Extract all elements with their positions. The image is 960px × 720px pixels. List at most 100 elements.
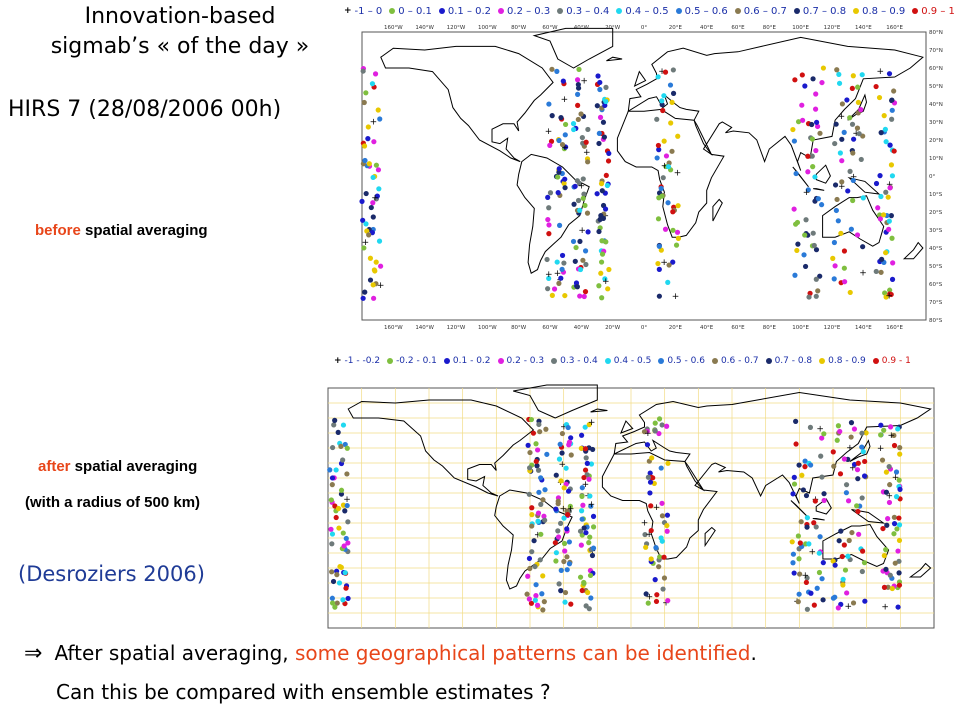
map2-observation-dot xyxy=(798,519,804,525)
map2-observation-dot xyxy=(795,599,801,605)
map1-observation-dot xyxy=(368,204,374,211)
map1-observation-dot xyxy=(602,276,608,282)
map1-lat-tick: 10°S xyxy=(929,192,943,198)
map1-observation-dot xyxy=(817,273,823,279)
map1-observation-dot xyxy=(665,200,671,206)
map1-observation-dot xyxy=(810,164,816,170)
map2-observation-dot xyxy=(796,556,802,562)
map1-observation-dot xyxy=(888,213,894,219)
map2-observation-dot xyxy=(802,458,808,464)
map2-observation-dot xyxy=(582,467,589,473)
map1-plus-marker: + xyxy=(885,291,893,301)
map1-observation-dot xyxy=(802,232,808,238)
map2-coastline xyxy=(619,420,634,434)
plus-marker-icon: + xyxy=(344,6,352,16)
legend-item: 0.4 - 0.5 xyxy=(604,356,651,366)
map1-observation-dot xyxy=(675,235,682,241)
map2-observation-dot xyxy=(529,505,535,511)
map1-observation-dot xyxy=(809,136,815,142)
map1-observation-dot xyxy=(656,266,662,272)
map1-observation-dot xyxy=(576,66,582,72)
map1-observation-dot xyxy=(886,226,892,232)
map1-observation-dot xyxy=(378,263,384,269)
map2-observation-dot xyxy=(816,569,823,576)
map2-observation-dot xyxy=(845,498,852,504)
map1-observation-dot xyxy=(365,124,371,130)
map1-observation-dot xyxy=(575,81,581,88)
map1-observation-dot xyxy=(606,150,612,157)
map2-observation-dot xyxy=(831,463,837,469)
map1-observation-dot xyxy=(889,276,896,282)
map1-coastline xyxy=(822,195,885,247)
map1-observation-dot xyxy=(856,131,862,137)
reference: (Desroziers 2006) xyxy=(18,562,205,586)
map1-observation-dot xyxy=(815,123,821,130)
map1-observation-dot xyxy=(580,176,586,182)
map1-observation-dot xyxy=(359,198,365,204)
map2-observation-dot xyxy=(578,542,584,548)
map1-observation-dot xyxy=(806,294,812,300)
map1-lat-tick: 50°S xyxy=(929,264,943,270)
map1-observation-dot xyxy=(584,210,591,216)
map1-coastline xyxy=(606,56,623,62)
map2-observation-dot xyxy=(590,513,597,519)
map2-observation-dot xyxy=(862,458,868,465)
map1-observation-dot xyxy=(803,217,809,223)
map1-lat-tick: 40°N xyxy=(929,102,943,108)
map1-observation-dot xyxy=(845,188,851,194)
map2-observation-dot xyxy=(894,526,900,532)
map2-observation-dot xyxy=(896,515,902,521)
map1-lat-tick: 60°S xyxy=(929,282,943,288)
map2-plus-marker: + xyxy=(892,473,900,483)
map2-observation-dot xyxy=(564,526,570,532)
dot-marker-icon xyxy=(711,358,718,364)
map1-lon-tick-top: 120°W xyxy=(447,25,466,31)
map2-observation-dot xyxy=(530,430,537,436)
map1-plus-marker: + xyxy=(661,162,669,172)
map2-observation-dot xyxy=(647,470,653,476)
map2-observation-dot xyxy=(839,553,845,560)
map2-observation-dot xyxy=(812,498,818,504)
map1-observation-dot xyxy=(888,162,895,168)
map2-observation-dot xyxy=(345,540,351,546)
map2-observation-dot xyxy=(808,590,814,596)
map1-observation-dot xyxy=(547,190,554,196)
map1-observation-dot xyxy=(885,194,891,200)
map1-observation-dot xyxy=(546,101,552,107)
map2-observation-dot xyxy=(816,550,822,556)
map1-observation-dot xyxy=(669,99,675,105)
map1-observation-dot xyxy=(546,275,552,282)
map1-lon-tick-top: 140°W xyxy=(415,25,434,31)
map1-observation-dot xyxy=(555,190,561,196)
map1-observation-dot xyxy=(360,217,366,223)
map1-observation-dot xyxy=(847,115,853,121)
map1-observation-dot xyxy=(577,238,583,245)
map1-observation-dot xyxy=(603,172,609,179)
map1-observation-dot xyxy=(839,101,846,107)
map2-plus-marker: + xyxy=(662,599,670,609)
map1-observation-dot xyxy=(809,121,815,128)
map2-observation-dot xyxy=(556,581,562,587)
map1-lon-tick-top: 20°W xyxy=(605,25,621,31)
map1-observation-dot xyxy=(793,221,799,227)
map2-observation-dot xyxy=(332,417,338,423)
map2-observation-dot xyxy=(656,430,662,437)
map2-observation-dot xyxy=(533,593,539,599)
map1-observation-dot xyxy=(362,289,368,295)
map1-observation-dot xyxy=(814,119,820,125)
map1-observation-dot xyxy=(658,247,664,253)
map2-observation-dot xyxy=(797,571,803,577)
map2-observation-dot xyxy=(887,482,893,488)
map2-plus-marker: + xyxy=(559,504,567,514)
map1-observation-dot xyxy=(605,158,612,164)
map2-coastline xyxy=(704,526,716,548)
map1-observation-dot xyxy=(581,191,587,197)
map1-observation-dot xyxy=(858,107,864,113)
map2-observation-dot xyxy=(529,512,535,518)
map1-observation-dot xyxy=(848,226,854,232)
map2-observation-dot xyxy=(589,552,596,559)
map1-observation-dot xyxy=(363,90,369,96)
map1-observation-dot xyxy=(887,142,893,148)
map1-observation-dot xyxy=(555,174,561,180)
map2-observation-dot xyxy=(814,585,820,591)
